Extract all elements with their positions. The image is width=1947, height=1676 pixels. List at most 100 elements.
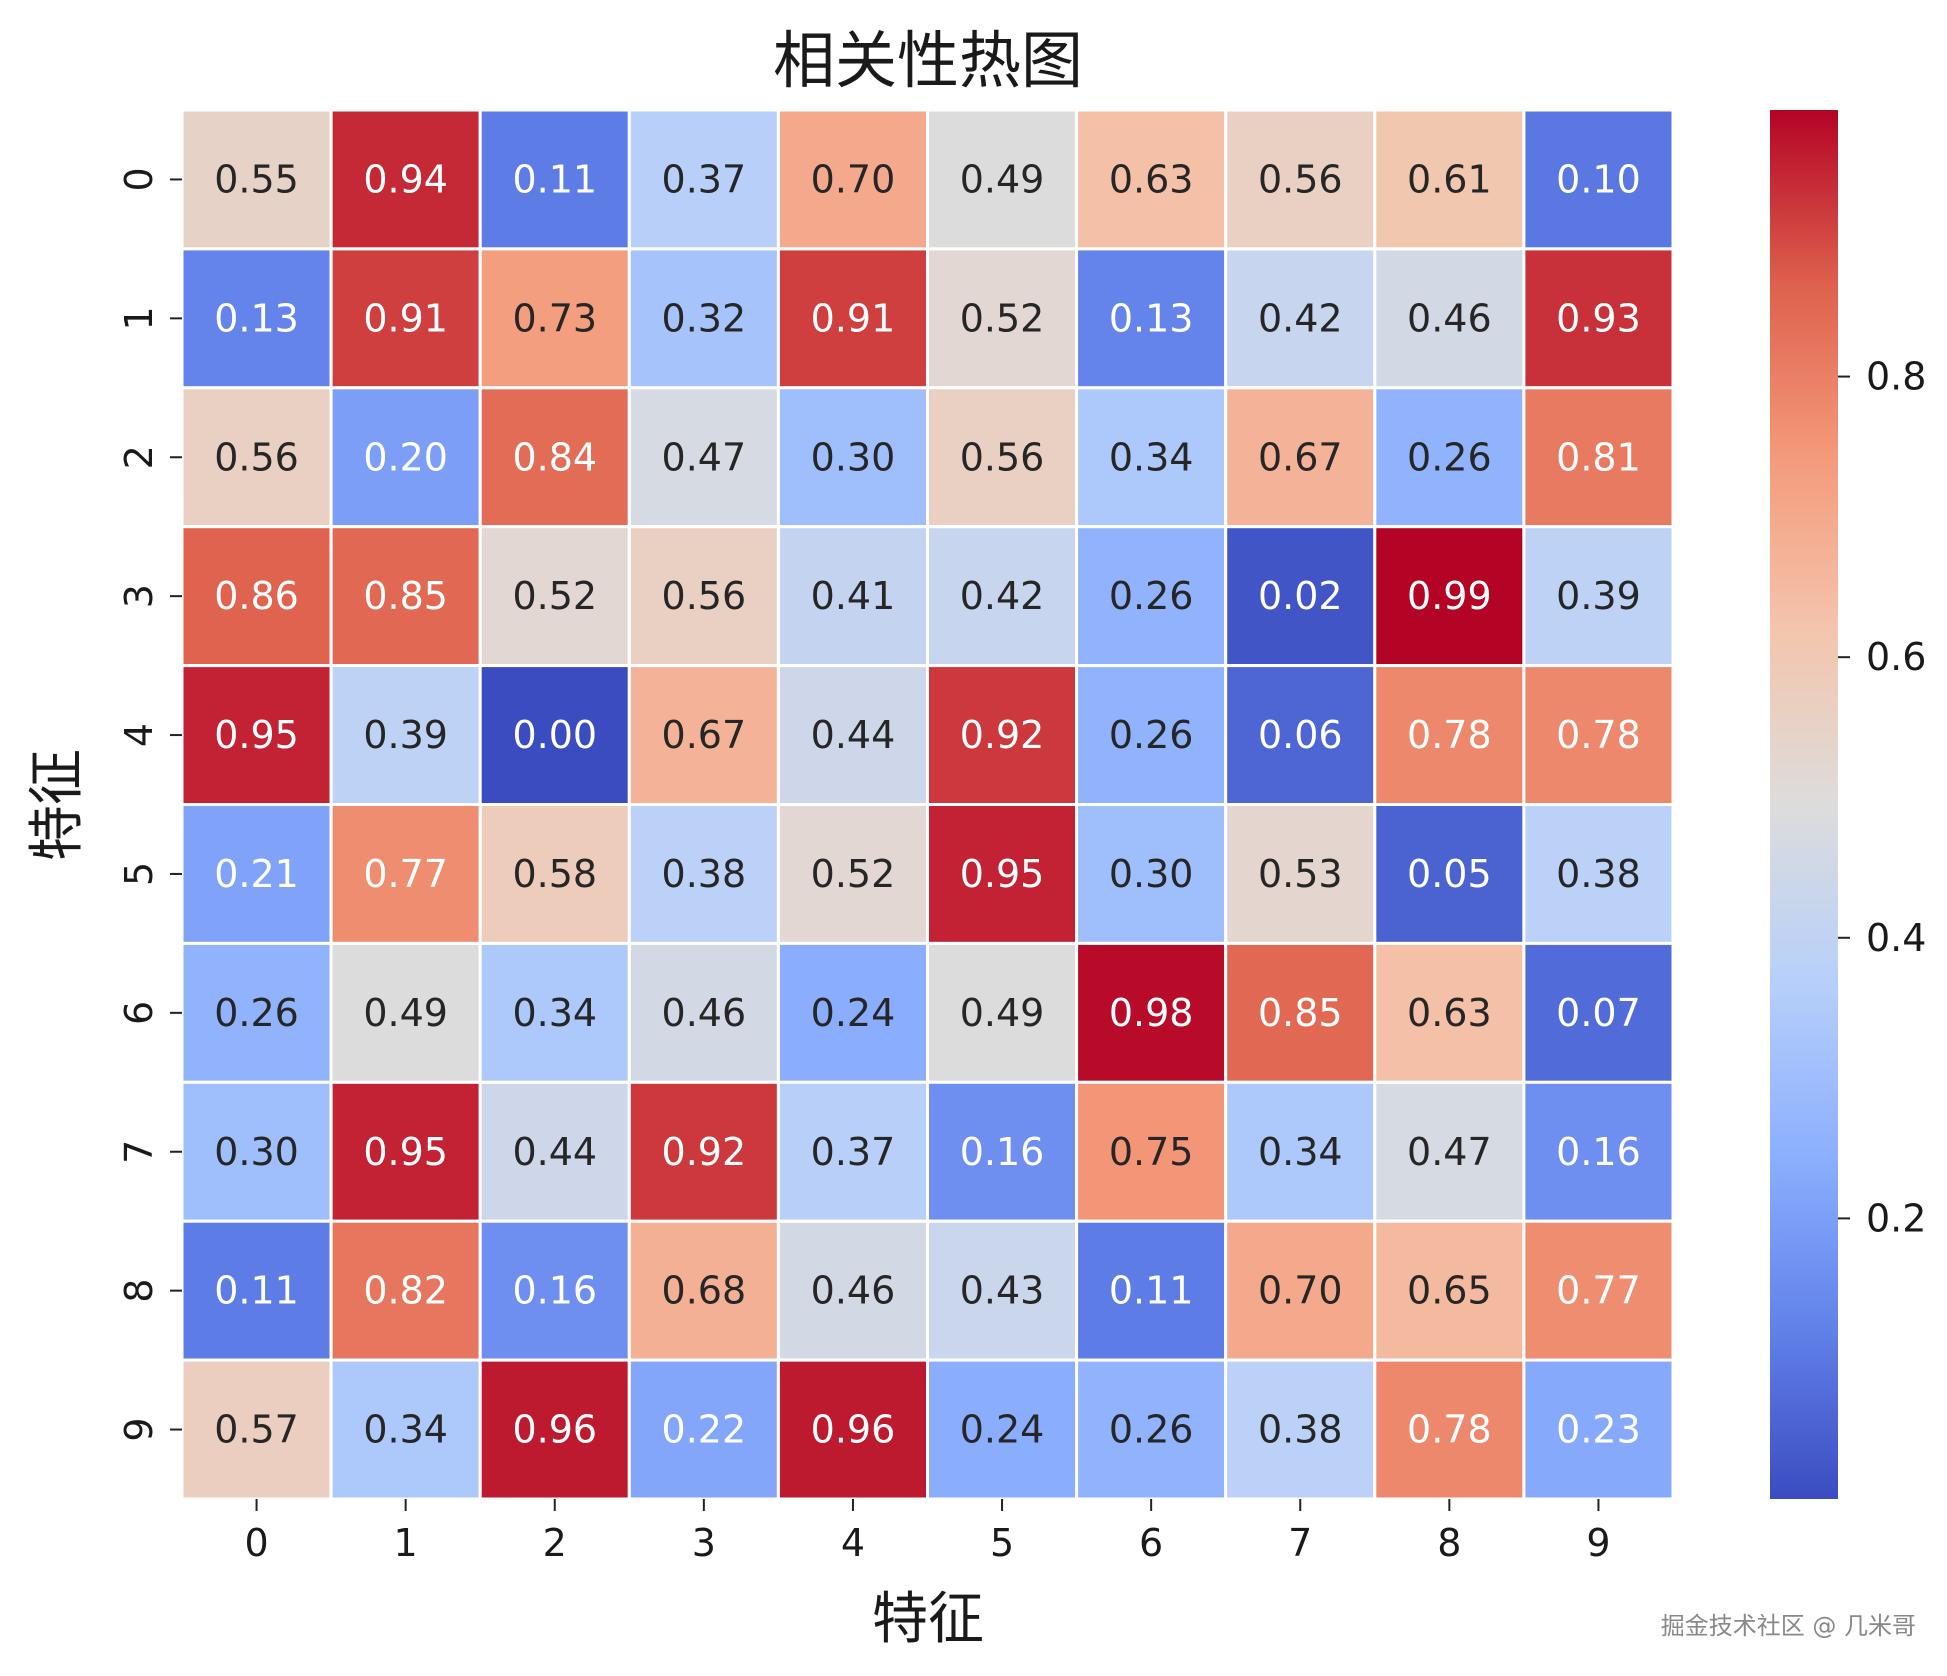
heatmap-cell: 0.63 [1075, 108, 1228, 251]
heatmap-cell: 0.92 [627, 1080, 780, 1223]
cell-value-label: 0.93 [1556, 296, 1641, 340]
cell-rect [1224, 1080, 1377, 1223]
colorbar-ticks: 0.2 0.4 0.6 0.8 [1838, 355, 1926, 1240]
x-tick-label: 3 [692, 1521, 716, 1565]
heatmap-cell: 0.05 [1373, 803, 1526, 945]
cell-value-label: 0.34 [512, 991, 597, 1035]
heatmap-cell: 0.93 [1522, 247, 1675, 390]
cell-rect [180, 386, 333, 529]
cell-value-label: 0.52 [960, 296, 1045, 340]
cell-value-label: 0.42 [1258, 296, 1343, 340]
cell-value-label: 0.41 [811, 574, 896, 618]
cell-rect [776, 1358, 930, 1501]
cell-rect [1224, 664, 1377, 806]
cell-value-label: 0.61 [1407, 157, 1492, 201]
heatmap-cell: 0.52 [776, 803, 930, 945]
cell-rect [1075, 664, 1228, 806]
cell-rect [1522, 386, 1675, 529]
y-tick-label: 7 [117, 1140, 161, 1164]
cell-value-label: 0.20 [363, 435, 448, 479]
cell-rect [1075, 525, 1228, 668]
cell-value-label: 0.11 [1109, 1269, 1194, 1313]
cell-value-label: 0.06 [1258, 713, 1343, 757]
cell-value-label: 0.26 [214, 991, 299, 1035]
heatmap-cell: 0.21 [180, 803, 333, 945]
cell-value-label: 0.52 [811, 852, 896, 896]
heatmap-cell: 0.34 [329, 1358, 482, 1501]
heatmap-cell: 0.11 [180, 1219, 333, 1362]
cell-value-label: 0.38 [662, 852, 747, 896]
cell-value-label: 0.23 [1556, 1408, 1641, 1452]
cell-value-label: 0.70 [811, 157, 896, 201]
heatmap-cell: 0.52 [926, 247, 1079, 390]
heatmap-cell: 0.65 [1373, 1219, 1526, 1362]
cell-rect [627, 247, 780, 390]
cell-rect [627, 803, 780, 945]
heatmap-cell: 0.46 [627, 941, 780, 1084]
cell-rect [926, 664, 1079, 806]
cell-rect [1373, 664, 1526, 806]
heatmap-cell: 0.24 [776, 941, 930, 1084]
cell-value-label: 0.46 [811, 1269, 896, 1313]
heatmap-cell: 0.49 [329, 941, 482, 1084]
heatmap-cell: 0.57 [180, 1358, 333, 1501]
heatmap-cell: 0.75 [1075, 1080, 1228, 1223]
cell-value-label: 0.34 [1109, 435, 1194, 479]
cell-rect [478, 803, 631, 945]
heatmap-cell: 0.61 [1373, 108, 1526, 251]
cell-rect [1224, 1358, 1377, 1501]
heatmap-cell: 0.95 [329, 1080, 482, 1223]
cell-rect [478, 664, 631, 806]
heatmap-cell: 0.13 [1075, 247, 1228, 390]
heatmap-cell: 0.56 [926, 386, 1079, 529]
cell-rect [329, 247, 482, 390]
cell-value-label: 0.81 [1556, 435, 1641, 479]
cell-rect [329, 1219, 482, 1362]
cell-value-label: 0.16 [960, 1130, 1045, 1174]
heatmap-cell: 0.85 [1224, 941, 1377, 1084]
watermark: 掘金技术社区 @ 几米哥 [1661, 1612, 1916, 1640]
heatmap-cell: 0.81 [1522, 386, 1675, 529]
x-tick-label: 4 [841, 1521, 865, 1565]
heatmap-cell: 0.47 [1373, 1080, 1526, 1223]
cell-value-label: 0.92 [662, 1130, 747, 1174]
cell-value-label: 0.57 [214, 1408, 299, 1452]
heatmap-cell: 0.70 [776, 108, 930, 251]
y-tick-label: 4 [117, 723, 161, 747]
heatmap-cell: 0.02 [1224, 525, 1377, 668]
cell-value-label: 0.22 [662, 1408, 747, 1452]
heatmap-cell: 0.92 [926, 664, 1079, 806]
cell-rect [180, 525, 333, 668]
cell-value-label: 0.49 [363, 991, 448, 1035]
cell-rect [1522, 664, 1675, 806]
y-tick-label: 5 [117, 862, 161, 886]
heatmap-cell: 0.47 [627, 386, 780, 529]
colorbar-tick-label: 0.4 [1866, 916, 1926, 960]
heatmap-cell: 0.41 [776, 525, 930, 668]
heatmap-cell: 0.22 [627, 1358, 780, 1501]
heatmap-cell: 0.96 [776, 1358, 930, 1501]
cell-value-label: 0.13 [214, 296, 299, 340]
cell-rect [180, 108, 333, 251]
heatmap-cell: 0.49 [926, 108, 1079, 251]
cell-value-label: 0.26 [1407, 435, 1492, 479]
cell-value-label: 0.86 [214, 574, 299, 618]
heatmap-cell: 0.11 [478, 108, 631, 251]
cell-value-label: 0.49 [960, 157, 1045, 201]
cell-value-label: 0.44 [512, 1130, 597, 1174]
colorbar-tick-label: 0.6 [1866, 635, 1926, 679]
cell-rect [1224, 386, 1377, 529]
cell-rect [1224, 1219, 1377, 1362]
cell-value-label: 0.52 [512, 574, 597, 618]
cell-value-label: 0.95 [214, 713, 299, 757]
cell-rect [926, 1358, 1079, 1501]
heatmap-cell: 0.16 [926, 1080, 1079, 1223]
cell-rect [478, 108, 631, 251]
cell-value-label: 0.63 [1407, 991, 1492, 1035]
cell-value-label: 0.10 [1556, 157, 1641, 201]
cell-rect [1522, 1080, 1675, 1223]
cell-rect [1522, 941, 1675, 1084]
cell-value-label: 0.78 [1407, 1408, 1492, 1452]
heatmap-cell: 0.49 [926, 941, 1079, 1084]
y-tick-label: 2 [117, 445, 161, 469]
